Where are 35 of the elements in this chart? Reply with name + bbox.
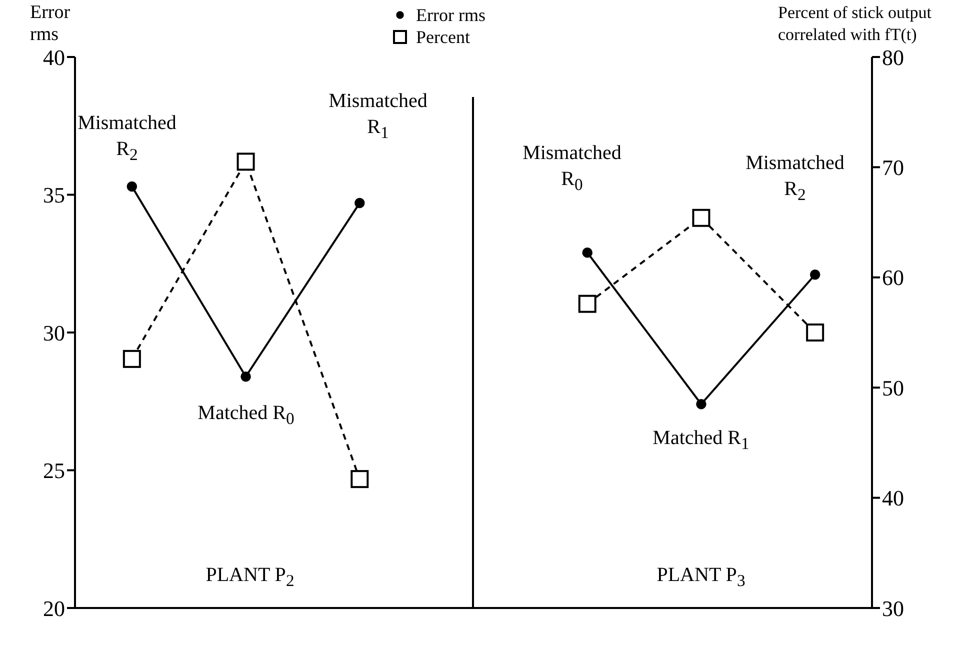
y-tick-label: 20 (43, 596, 65, 621)
annotation: Matched R$_{1}$ (652, 426, 750, 455)
point (350, 470, 369, 488)
point (126, 181, 138, 192)
point (582, 247, 592, 258)
point (240, 371, 251, 382)
annotation: PLANT P$_{2}$ (204, 563, 296, 592)
y-tick-label: 25 (43, 458, 65, 484)
annotation: PLANT P$_{3}$ (656, 563, 746, 592)
y2-tick-label: 30 (882, 596, 904, 621)
y2-tick-label: 60 (882, 265, 904, 290)
point (354, 198, 365, 208)
y2-tick-label: 50 (882, 375, 904, 400)
annotation: Mismatched R$_{2}$ (744, 151, 846, 206)
point (806, 324, 824, 342)
y2-axis-title: Percent of stick output correlated with fT(t) (778, 2, 932, 46)
point (810, 270, 820, 280)
legend-label: Error rms (416, 4, 486, 26)
point (122, 350, 141, 368)
y2-tick-label: 40 (882, 486, 904, 511)
annotation: Matched R$_{0}$ (196, 401, 296, 430)
y2-tick-label: 70 (882, 155, 904, 180)
legend-label: Percent (416, 26, 470, 48)
point (696, 399, 706, 410)
annotation: Mismatched R$_{1}$ (328, 89, 428, 144)
y2-tick-label: 80 (882, 44, 904, 70)
y-axis-title: Error rms (30, 2, 72, 46)
annotation: Mismatched R$_{0}$ (522, 141, 622, 196)
y-tick-label: 35 (43, 182, 65, 208)
point (578, 294, 596, 313)
y-tick-label: 40 (43, 44, 65, 70)
y-tick-label: 30 (43, 320, 65, 346)
point (692, 208, 710, 227)
point (236, 152, 255, 171)
annotation: Mismatched R$_{2}$ (77, 111, 177, 166)
